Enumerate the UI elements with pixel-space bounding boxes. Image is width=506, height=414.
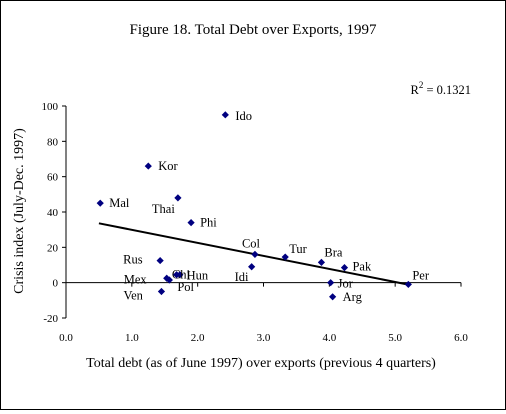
- x-tick-label: 0.0: [59, 332, 73, 344]
- r-squared-base: R: [410, 83, 419, 97]
- point-label-hun: Hun: [187, 269, 209, 283]
- data-point-hun: [173, 271, 181, 279]
- x-tick-label: 2.0: [191, 332, 205, 344]
- r-squared-value: = 0.1321: [423, 83, 471, 97]
- point-label-pak: Pak: [352, 260, 372, 274]
- point-label-jor: Jor: [338, 277, 354, 291]
- data-point-ven: [157, 287, 166, 296]
- point-label-thai: Thai: [152, 202, 175, 216]
- x-tick-label: 4.0: [322, 332, 336, 344]
- x-tick-label: 1.0: [125, 332, 139, 344]
- point-label-mex: Mex: [124, 272, 148, 286]
- data-point-bra: [317, 258, 326, 266]
- y-tick-label: 20: [47, 242, 59, 254]
- point-label-arg: Arg: [343, 290, 363, 304]
- x-tick-label: 5.0: [388, 332, 402, 344]
- chart-title: Figure 18. Total Debt over Exports, 1997: [130, 22, 377, 38]
- data-point-rus: [156, 256, 164, 265]
- point-label-ido: Ido: [235, 109, 252, 123]
- data-point-idi: [248, 263, 256, 271]
- x-tick-label: 3.0: [257, 332, 271, 344]
- data-point-col: [251, 250, 259, 258]
- point-label-tur: Tur: [289, 242, 307, 256]
- point-label-ven: Ven: [123, 289, 143, 303]
- data-point-tur: [281, 253, 289, 261]
- point-label-idi: Idi: [235, 270, 249, 284]
- y-tick-label: -20: [43, 313, 58, 325]
- y-tick-label: 40: [47, 207, 59, 219]
- data-point-thai: [174, 194, 182, 202]
- data-point-arg: [329, 293, 337, 301]
- data-point-pak: [340, 264, 349, 272]
- data-point-kor: [144, 162, 152, 170]
- y-tick-label: 80: [47, 136, 59, 148]
- data-point-phi: [187, 219, 195, 227]
- point-label-phi: Phi: [200, 216, 217, 230]
- data-point-jor: [327, 279, 335, 287]
- data-point-per: [404, 280, 412, 289]
- point-label-bra: Bra: [324, 245, 343, 259]
- r-squared-exponent: 2: [419, 80, 424, 90]
- point-label-kor: Kor: [158, 159, 178, 173]
- point-label-mal: Mal: [109, 196, 130, 210]
- data-point-mal: [96, 199, 104, 207]
- point-label-rus: Rus: [123, 253, 143, 267]
- x-axis-label: Total debt (as of June 1997) over export…: [86, 356, 436, 371]
- y-tick-label: 100: [42, 101, 59, 113]
- y-tick-label: 60: [47, 172, 59, 184]
- point-label-pol: Pol: [177, 280, 194, 294]
- data-point-ido: [221, 111, 229, 119]
- y-tick-label: 0: [53, 278, 59, 290]
- data-point-pol: [165, 276, 173, 284]
- point-label-col: Col: [242, 236, 261, 250]
- y-axis-label: Crisis index (July-Dec. 1997): [12, 128, 27, 294]
- axes: -20 0 20 40 60 80 100 0.0 1.0 2.0 3.0 4.0 5.0 6.0: [42, 101, 469, 344]
- x-tick-label: 6.0: [454, 332, 468, 344]
- r-squared-label: R2 = 0.1321: [410, 80, 471, 97]
- point-label-per: Per: [412, 268, 430, 282]
